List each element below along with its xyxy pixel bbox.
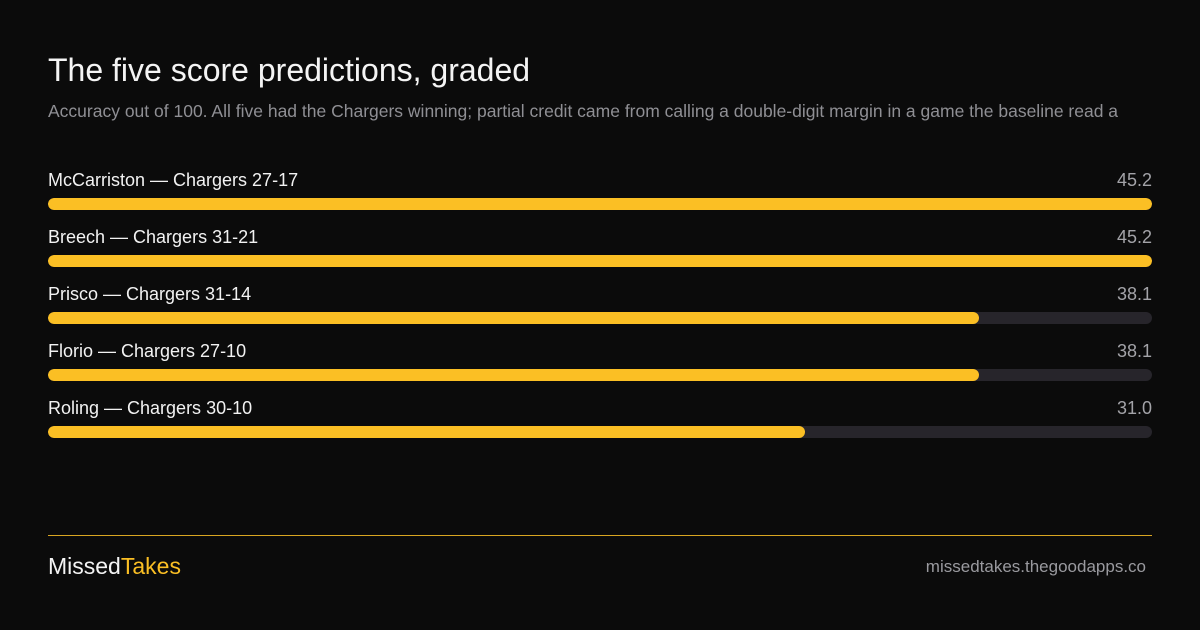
brand: MissedTakes xyxy=(48,553,181,580)
chart-subtitle: Accuracy out of 100. All five had the Ch… xyxy=(48,101,1119,121)
bar-row: McCarriston — Chargers 27-17 45.2 xyxy=(48,168,1152,225)
site-url: missedtakes.thegoodapps.co xyxy=(925,557,1146,576)
brand-part: Takes xyxy=(120,553,181,579)
bar-list: McCarriston — Chargers 27-17 45.2 Breech —… xyxy=(48,168,1152,453)
bar-track xyxy=(48,312,1152,324)
value-label: 38.1 xyxy=(1116,341,1152,361)
bar-row: Prisco — Chargers 31-14 38.1 xyxy=(48,282,1152,339)
bar-track xyxy=(48,255,1152,267)
bar-row: Florio — Chargers 27-10 38.1 xyxy=(48,339,1152,396)
bar-label: Florio — Chargers 27-10 xyxy=(48,341,247,361)
bar xyxy=(48,255,1152,267)
bar xyxy=(48,426,806,438)
bar-label: McCarriston — Chargers 27-17 xyxy=(48,170,299,190)
brand-part: Missed xyxy=(48,553,121,579)
bar-track xyxy=(48,198,1152,210)
bar-track xyxy=(48,426,1152,438)
bar-row: Roling — Chargers 30-10 31.0 xyxy=(48,396,1152,453)
bar xyxy=(48,312,979,324)
bar-row: Breech — Chargers 31-21 45.2 xyxy=(48,225,1152,282)
bar xyxy=(48,198,1152,210)
value-label: 45.2 xyxy=(1116,227,1152,247)
value-label: 31.0 xyxy=(1116,398,1152,418)
divider xyxy=(48,535,1152,536)
bar-label: Prisco — Chargers 31-14 xyxy=(48,284,252,304)
bar xyxy=(48,369,979,381)
bar-label: Roling — Chargers 30-10 xyxy=(48,398,253,418)
bar-track xyxy=(48,369,1152,381)
chart-title: The five score predictions, graded xyxy=(48,52,531,88)
value-label: 38.1 xyxy=(1116,284,1152,304)
bar-label: Breech — Chargers 31-21 xyxy=(48,227,259,247)
value-label: 45.2 xyxy=(1116,170,1152,190)
